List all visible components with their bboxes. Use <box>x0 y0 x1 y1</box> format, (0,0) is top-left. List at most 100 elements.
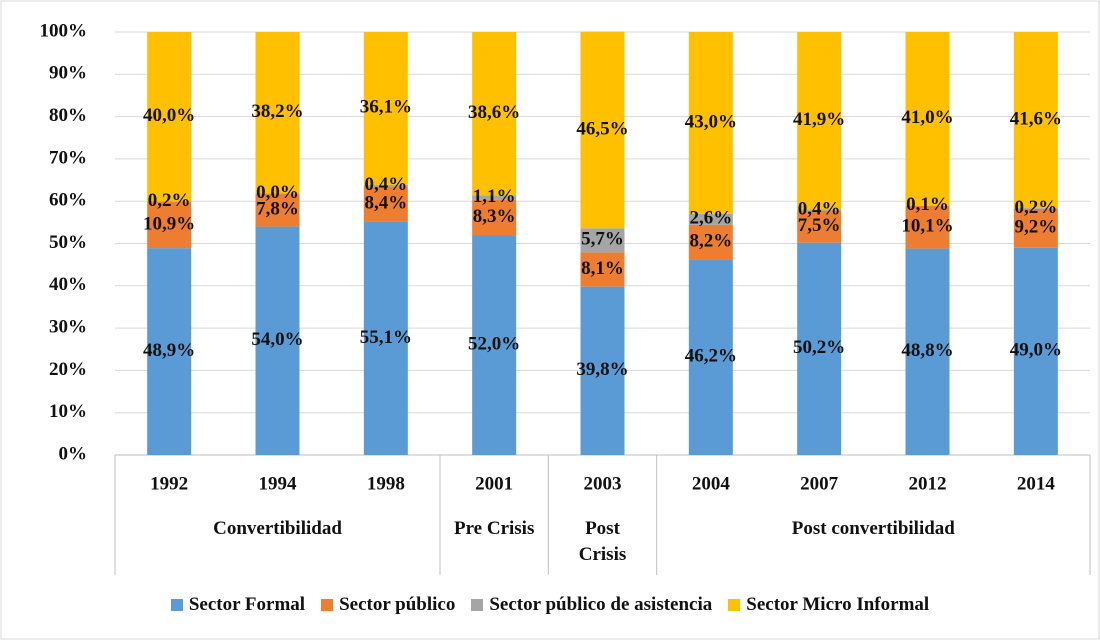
bar-segment <box>147 201 192 203</box>
group-label: Pre Crisis <box>453 518 535 539</box>
data-label: 40,0% <box>143 105 195 126</box>
bar-segment <box>688 213 733 225</box>
bar-segment <box>580 31 625 229</box>
data-label: 0,2% <box>1014 197 1057 218</box>
data-label: 48,9% <box>143 340 195 361</box>
bar-segment <box>472 235 517 455</box>
data-label: 55,1% <box>360 327 412 348</box>
legend-swatch <box>321 599 334 611</box>
data-label: 49,0% <box>1010 340 1062 361</box>
legend-swatch <box>471 599 484 611</box>
legend-item: Sector Micro Informal <box>728 594 929 616</box>
data-label: 38,6% <box>468 102 520 123</box>
y-tick-label: 80% <box>49 105 87 126</box>
x-tick-label: 1998 <box>367 473 405 494</box>
data-label: 52,0% <box>468 333 520 354</box>
bar-segment <box>1013 207 1058 209</box>
data-label: 46,2% <box>685 346 737 367</box>
data-label: 0,4% <box>364 174 407 195</box>
x-tick-label: 1994 <box>259 473 298 494</box>
bar-segment <box>580 252 625 287</box>
data-label: 43,0% <box>685 111 737 132</box>
data-label: 54,0% <box>251 329 303 350</box>
legend-label: Sector público de asistencia <box>489 594 713 615</box>
bar-segment <box>472 32 517 196</box>
y-tick-label: 70% <box>49 147 87 168</box>
data-label: 2,6% <box>689 208 732 229</box>
data-label: 38,2% <box>251 101 303 122</box>
bar-segment <box>580 228 625 253</box>
data-label: 5,7% <box>581 229 624 250</box>
bar-segment <box>1013 208 1058 248</box>
x-tick-label: 2012 <box>909 473 947 494</box>
y-tick-label: 20% <box>49 359 87 380</box>
data-label: 0,1% <box>906 194 949 215</box>
y-tick-label: 0% <box>59 443 88 464</box>
group-label: Post convertibilidad <box>791 518 955 539</box>
legend-item: Sector público de asistencia <box>471 594 712 616</box>
data-label: 8,4% <box>364 193 407 214</box>
data-label: 36,1% <box>360 97 412 118</box>
legend-label: Sector Formal <box>188 594 306 615</box>
data-label: 8,1% <box>581 258 624 279</box>
bar-segment <box>147 32 192 202</box>
group-label: Post Crisis <box>578 518 627 565</box>
data-label: 1,1% <box>473 186 516 207</box>
data-label: 10,9% <box>143 213 195 234</box>
bar-segment <box>797 210 842 243</box>
data-label: 8,3% <box>473 206 516 227</box>
bar-segment <box>255 193 300 227</box>
y-tick-label: 40% <box>49 274 87 295</box>
bar-segment <box>688 259 733 455</box>
y-tick-label: 90% <box>49 63 87 84</box>
data-label: 41,9% <box>793 109 845 130</box>
data-label: 41,0% <box>901 107 953 128</box>
bar-segment <box>363 221 408 455</box>
bar-segment <box>797 209 842 211</box>
bar-segment <box>905 32 950 206</box>
bar-segment <box>147 248 192 455</box>
data-label: 7,5% <box>798 215 841 236</box>
data-label: 50,2% <box>793 337 845 358</box>
bar-segment <box>363 184 408 187</box>
bar-segment <box>905 248 950 455</box>
bar-segment <box>1013 32 1058 208</box>
legend-swatch <box>728 599 741 611</box>
x-tick-label: 2001 <box>475 473 513 494</box>
data-label: 8,2% <box>689 231 732 252</box>
data-label: 48,8% <box>901 340 953 361</box>
legend-label: Sector público <box>339 594 456 615</box>
data-label: 9,2% <box>1014 217 1057 238</box>
bar-segment <box>255 226 300 455</box>
data-label: 0,2% <box>148 190 191 211</box>
data-label: 7,8% <box>256 198 299 219</box>
bar-segment <box>255 32 300 194</box>
bar-segment <box>363 186 408 222</box>
bar-segment <box>472 199 517 236</box>
data-label: 41,6% <box>1010 108 1062 129</box>
x-tick-label: 2014 <box>1017 473 1056 494</box>
bar-segment <box>688 32 733 214</box>
y-tick-label: 50% <box>49 232 87 253</box>
y-tick-label: 60% <box>49 190 87 211</box>
x-tick-label: 2004 <box>692 473 731 494</box>
bar-segment <box>1013 247 1058 455</box>
x-tick-label: 2007 <box>800 473 839 494</box>
y-tick-label: 30% <box>49 316 87 337</box>
legend-swatch <box>170 599 183 611</box>
data-label: 39,8% <box>576 359 628 380</box>
legend-item: Sector público <box>321 594 455 616</box>
group-label: Convertibilidad <box>213 518 342 539</box>
data-label: 10,1% <box>901 216 953 237</box>
bar-segment <box>797 32 842 210</box>
y-tick-label: 100% <box>40 20 88 41</box>
data-label: 0,4% <box>798 198 841 219</box>
legend-label: Sector Micro Informal <box>746 594 930 615</box>
x-tick-label: 1992 <box>150 473 188 494</box>
x-tick-label: 2003 <box>584 473 622 494</box>
bar-segment <box>363 32 408 185</box>
data-label: 46,5% <box>576 118 628 139</box>
